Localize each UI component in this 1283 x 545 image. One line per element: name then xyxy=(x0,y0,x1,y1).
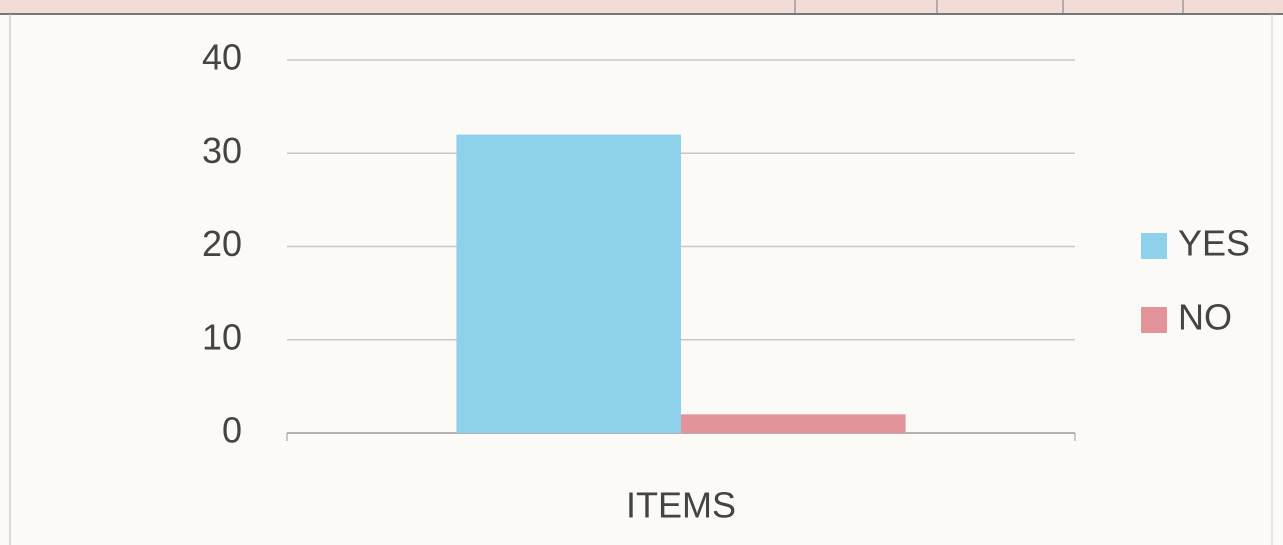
legend-swatch xyxy=(1141,233,1167,259)
y-tick-label: 10 xyxy=(202,316,242,357)
legend-label: YES xyxy=(1178,223,1250,264)
y-tick-label: 0 xyxy=(222,410,242,451)
legend-swatch xyxy=(1141,307,1167,333)
y-tick-label: 20 xyxy=(202,223,242,264)
table-strip xyxy=(0,0,1283,14)
x-tick-label: ITEMS xyxy=(626,485,736,526)
bar xyxy=(681,414,906,433)
y-tick-label: 40 xyxy=(202,37,242,78)
legend-label: NO xyxy=(1178,297,1232,338)
y-tick-label: 30 xyxy=(202,130,242,171)
bar xyxy=(456,134,681,433)
